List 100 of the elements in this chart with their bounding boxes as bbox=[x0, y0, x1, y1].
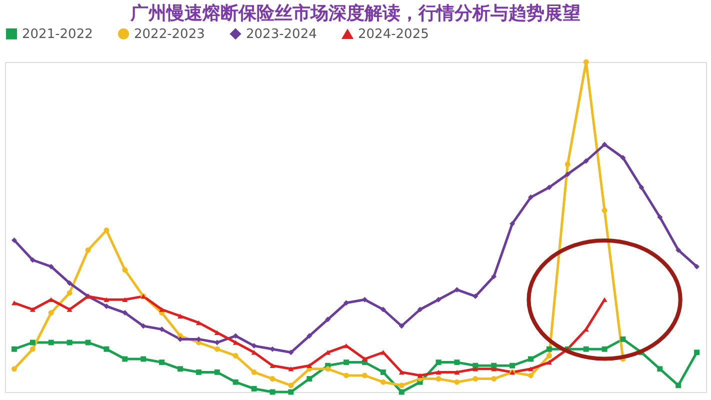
point bbox=[398, 382, 404, 388]
point bbox=[30, 307, 36, 312]
point bbox=[159, 326, 165, 332]
point bbox=[491, 274, 497, 280]
legend-label: 2024-2025 bbox=[358, 27, 429, 42]
point bbox=[122, 267, 128, 273]
point bbox=[122, 356, 128, 362]
point bbox=[104, 297, 110, 302]
point bbox=[436, 360, 442, 366]
point bbox=[325, 316, 331, 322]
point bbox=[583, 346, 589, 352]
point bbox=[104, 228, 110, 234]
point bbox=[288, 350, 294, 356]
point bbox=[30, 346, 36, 352]
point bbox=[657, 214, 663, 220]
point bbox=[694, 350, 700, 356]
point bbox=[454, 286, 460, 292]
point bbox=[122, 297, 128, 302]
point bbox=[30, 257, 36, 263]
point bbox=[85, 247, 91, 253]
point bbox=[454, 379, 460, 385]
point bbox=[638, 184, 644, 190]
point bbox=[602, 297, 608, 302]
point bbox=[602, 208, 608, 214]
point bbox=[657, 366, 663, 372]
point bbox=[196, 320, 202, 326]
point bbox=[288, 366, 294, 372]
point bbox=[491, 362, 497, 368]
point bbox=[472, 376, 478, 382]
point bbox=[564, 162, 570, 168]
point bbox=[546, 184, 552, 190]
point bbox=[159, 360, 165, 366]
point bbox=[380, 306, 386, 312]
point bbox=[676, 382, 682, 388]
point bbox=[11, 300, 17, 306]
point bbox=[306, 333, 312, 339]
point bbox=[417, 373, 423, 378]
point bbox=[398, 389, 404, 395]
point bbox=[564, 171, 570, 177]
point bbox=[178, 314, 183, 318]
point bbox=[510, 220, 516, 226]
point bbox=[620, 336, 626, 342]
point bbox=[436, 370, 442, 375]
point bbox=[454, 370, 460, 375]
point bbox=[362, 372, 368, 378]
point bbox=[546, 360, 552, 365]
point bbox=[454, 360, 460, 366]
point bbox=[344, 372, 350, 378]
point bbox=[66, 307, 72, 312]
point bbox=[66, 340, 72, 346]
point bbox=[491, 366, 497, 372]
point bbox=[472, 362, 478, 368]
point bbox=[11, 237, 17, 243]
point bbox=[48, 340, 54, 346]
point bbox=[66, 280, 72, 286]
point bbox=[620, 154, 626, 160]
point bbox=[472, 366, 478, 372]
legend-label: 2022-2023 bbox=[134, 26, 205, 42]
point bbox=[528, 356, 534, 362]
point bbox=[30, 340, 36, 346]
point bbox=[140, 356, 146, 362]
point bbox=[528, 366, 534, 372]
point bbox=[380, 379, 386, 385]
point bbox=[436, 376, 442, 382]
point bbox=[232, 352, 238, 358]
point bbox=[546, 346, 552, 352]
point bbox=[491, 376, 497, 382]
point bbox=[11, 366, 17, 372]
point bbox=[85, 340, 91, 346]
point bbox=[214, 369, 220, 375]
point bbox=[546, 352, 552, 358]
point bbox=[472, 294, 478, 300]
point bbox=[232, 333, 238, 339]
point bbox=[417, 306, 423, 312]
point bbox=[270, 389, 276, 395]
point bbox=[398, 370, 404, 375]
point bbox=[251, 369, 257, 375]
point bbox=[178, 366, 183, 372]
point bbox=[436, 296, 442, 302]
point bbox=[583, 59, 589, 65]
point bbox=[104, 346, 110, 352]
point bbox=[694, 264, 700, 270]
point bbox=[48, 264, 54, 270]
legend-label: 2021-2022 bbox=[22, 26, 93, 42]
point bbox=[398, 323, 404, 329]
point bbox=[583, 158, 589, 164]
point bbox=[528, 372, 534, 378]
point bbox=[325, 366, 331, 372]
point bbox=[251, 386, 257, 392]
point bbox=[510, 362, 516, 368]
point bbox=[306, 376, 312, 382]
point bbox=[344, 360, 350, 366]
chart-title: 广州慢速熔断保险丝市场深度解读，行情分析与趋势展望 bbox=[130, 3, 580, 24]
point bbox=[306, 363, 312, 368]
point bbox=[11, 346, 17, 352]
point bbox=[288, 382, 294, 388]
point bbox=[602, 142, 608, 148]
point bbox=[676, 247, 682, 253]
point bbox=[196, 369, 202, 375]
point bbox=[122, 310, 128, 316]
